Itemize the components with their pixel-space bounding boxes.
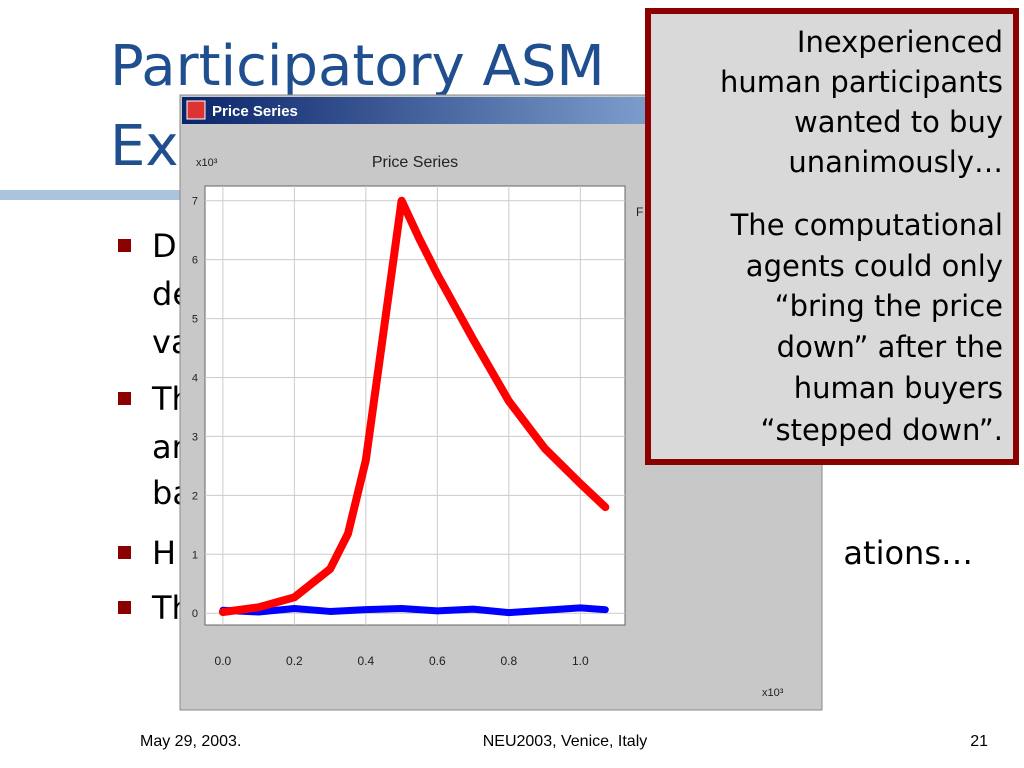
y-tick-label: 3 [192, 431, 198, 443]
legend-fragment: F [636, 205, 643, 219]
x-tick-label: 0.6 [429, 654, 446, 668]
slide-title: Ex [110, 114, 179, 179]
x-tick-label: 0.8 [500, 654, 517, 668]
footer-page: 21 [970, 733, 988, 750]
callout-text: human participants [720, 65, 1003, 99]
window-icon [186, 100, 206, 120]
y-tick-label: 6 [192, 255, 198, 267]
callout-text: “stepped down”. [760, 413, 1003, 447]
bullet-marker [118, 601, 131, 614]
bullet-text: ations… [843, 534, 973, 572]
callout-text: human buyers [794, 371, 1003, 405]
plot-area [204, 185, 626, 626]
bullet-marker [118, 546, 131, 559]
y-multiplier: x10³ [196, 157, 218, 169]
footer-date: May 29, 2003. [140, 733, 241, 750]
footer-event: NEU2003, Venice, Italy [483, 733, 648, 750]
callout-text: unanimously… [788, 145, 1003, 179]
x-multiplier: x10³ [762, 687, 784, 699]
y-tick-label: 2 [192, 490, 198, 502]
y-tick-label: 7 [192, 196, 198, 208]
callout-box [645, 8, 1019, 465]
callout-text: Inexperienced [797, 25, 1003, 59]
callout-text: agents could only [746, 249, 1003, 283]
x-tick-label: 0.2 [286, 654, 303, 668]
bullet-marker [118, 239, 131, 252]
bullet-text: H [152, 534, 176, 572]
y-tick-label: 5 [192, 314, 198, 326]
bullet-marker [118, 392, 131, 405]
y-tick-label: 0 [192, 608, 198, 620]
callout-text: down” after the [777, 330, 1003, 364]
callout-text: wanted to buy [794, 105, 1003, 139]
slide-title: Participatory ASM [110, 34, 605, 99]
x-tick-label: 0.0 [215, 654, 232, 668]
bullet-text: D [152, 227, 177, 265]
series-line [218, 196, 610, 617]
x-tick-label: 1.0 [572, 654, 589, 668]
window-title: Price Series [212, 103, 298, 120]
callout-text: The computational [730, 208, 1003, 242]
x-tick-label: 0.4 [358, 654, 375, 668]
y-tick-label: 1 [192, 549, 198, 561]
y-tick-label: 4 [192, 373, 198, 385]
chart-title: Price Series [372, 154, 458, 171]
series-line [219, 604, 609, 617]
callout-text: “bring the price [775, 289, 1003, 323]
